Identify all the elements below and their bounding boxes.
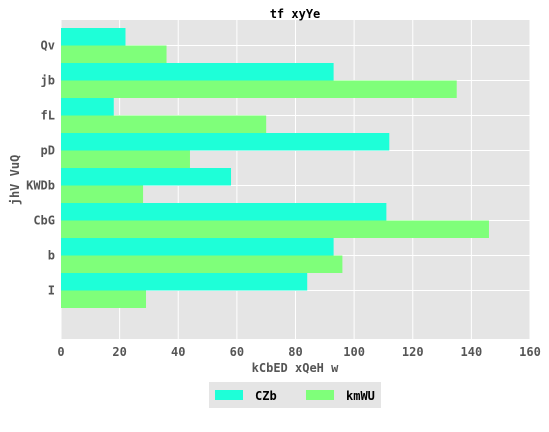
bar-kmwu-kwdb <box>61 185 144 203</box>
bar-czb-b <box>61 238 334 256</box>
legend-swatch-kmwu <box>306 390 334 400</box>
chart-title: tf xyYe <box>270 7 321 21</box>
bars <box>61 28 489 308</box>
y-tick-labels: Qv jb fL pD KWDb CbG b I <box>26 39 55 298</box>
bar-czb-cbg <box>61 203 387 221</box>
y-tick-label: jb <box>41 74 55 88</box>
bar-czb-i <box>61 273 308 291</box>
x-tick-label: 160 <box>519 345 541 359</box>
bar-kmwu-cbg <box>61 220 489 238</box>
x-tick-label: 20 <box>112 345 126 359</box>
legend-label-kmwu: kmWU <box>346 389 375 403</box>
y-tick-label: Qv <box>41 39 55 53</box>
bar-kmwu-jb <box>61 80 457 98</box>
x-tick-label: 0 <box>57 345 64 359</box>
y-tick-label: b <box>48 249 55 263</box>
y-axis-title: jhV VuQ <box>8 155 22 206</box>
bar-czb-kwdb <box>61 168 232 186</box>
y-tick-label: fL <box>41 109 55 123</box>
bar-kmwu-pd <box>61 150 190 168</box>
y-tick-label: I <box>48 284 55 298</box>
bar-kmwu-fl <box>61 115 267 133</box>
bar-czb-jb <box>61 63 334 81</box>
bar-czb-pd <box>61 133 390 151</box>
x-tick-label: 100 <box>343 345 365 359</box>
legend: CZb kmWU <box>209 382 381 408</box>
bar-kmwu-b <box>61 255 343 273</box>
bar-czb-fl <box>61 98 114 116</box>
y-tick-label: pD <box>41 144 55 158</box>
legend-swatch-czb <box>215 390 243 400</box>
bar-kmwu-qv <box>61 45 167 63</box>
x-tick-label: 80 <box>288 345 302 359</box>
x-axis-title: kCbED xQeH w <box>252 361 339 375</box>
x-tick-label: 120 <box>402 345 424 359</box>
x-tick-labels: 0 20 40 60 80 100 120 140 160 <box>57 345 540 359</box>
y-tick-label: KWDb <box>26 179 55 193</box>
x-tick-label: 140 <box>461 345 483 359</box>
legend-label-czb: CZb <box>255 389 277 403</box>
y-tick-label: CbG <box>33 214 55 228</box>
bar-czb-qv <box>61 28 126 46</box>
bar-kmwu-i <box>61 290 147 308</box>
x-tick-label: 60 <box>230 345 244 359</box>
x-tick-label: 40 <box>171 345 185 359</box>
